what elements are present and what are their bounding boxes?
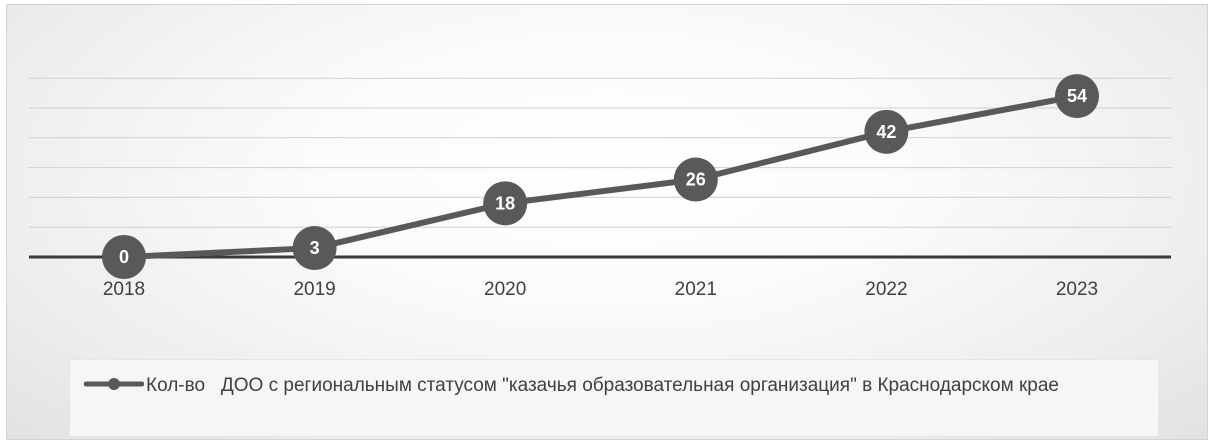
x-tick-label: 2018 [103,279,145,300]
data-point-marker [292,226,337,271]
series-line: 0 3 18 26 42 54 [102,74,1099,279]
data-label: 42 [876,122,896,142]
x-tick-label: 2023 [1056,279,1098,300]
x-tick-labels: 2018 2019 2020 2021 2022 2023 [103,279,1098,300]
series-line-path [121,93,1080,260]
x-tick-label: 2021 [675,279,717,300]
x-tick-label: 2022 [865,279,907,300]
data-point-marker [483,181,528,226]
data-point-marker [864,109,909,154]
data-label: 3 [310,238,320,258]
data-point-marker [102,235,146,279]
x-tick-label: 2020 [484,279,526,300]
data-label: 18 [495,193,515,213]
data-label: 26 [686,170,706,190]
x-tick-label: 2019 [293,279,335,300]
chart-area: 0 3 18 26 42 54 2018 2019 2020 2021 2022 2023 Кол-… [6,4,1208,440]
data-point-marker [673,157,718,202]
legend: Кол-во ДОО с региональным статусом "каза… [69,359,1159,437]
gridlines [29,77,1171,228]
legend-marker-icon [84,378,144,390]
data-label: 54 [1067,86,1087,106]
data-point-marker [1055,74,1099,119]
line-chart: 0 3 18 26 42 54 2018 2019 2020 2021 2022 2023 [29,74,1171,300]
legend-label: Кол-во ДОО с региональным статусом "каза… [146,375,1059,396]
data-label: 0 [119,247,129,267]
